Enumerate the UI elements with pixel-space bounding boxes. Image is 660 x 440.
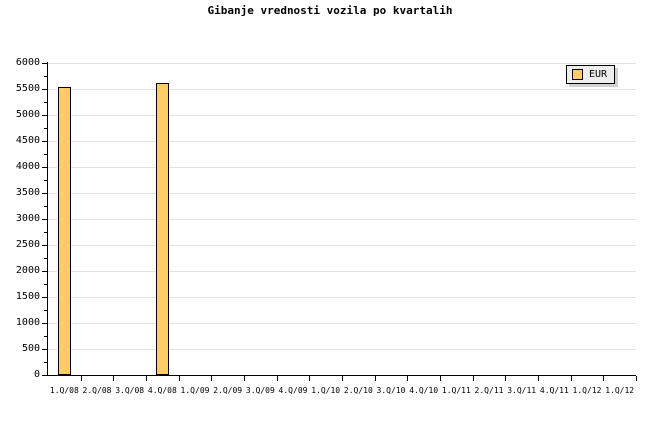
gridline [48, 193, 636, 194]
x-axis-tick [277, 376, 278, 381]
x-axis-tick [179, 376, 180, 381]
x-axis-tick-label: 1.Q/12 [572, 386, 602, 395]
y-axis-minor-tick [44, 180, 48, 181]
x-axis-tick-label: 4.Q/11 [539, 386, 569, 395]
y-axis-minor-tick [44, 128, 48, 129]
y-axis-tick [42, 375, 48, 376]
y-axis-tick [42, 349, 48, 350]
x-axis-tick [473, 376, 474, 381]
x-axis-tick-label: 4.Q/10 [409, 386, 439, 395]
y-axis-tick [42, 245, 48, 246]
gridline [48, 297, 636, 298]
x-axis-tick-label: 3.Q/08 [115, 386, 145, 395]
y-axis-tick-label: 3000 [15, 213, 40, 224]
y-axis-tick-label: 0 [33, 369, 40, 380]
y-axis-tick [42, 297, 48, 298]
y-axis-tick-label: 6000 [15, 57, 40, 68]
y-axis-minor-tick [44, 232, 48, 233]
y-axis-tick [42, 271, 48, 272]
x-axis-tick-label: 1.Q/12 [605, 386, 635, 395]
x-axis-tick [571, 376, 572, 381]
y-axis-tick-label: 4000 [15, 161, 40, 172]
y-axis-tick-label: 5500 [15, 83, 40, 94]
x-axis-tick [538, 376, 539, 381]
x-axis-tick-label: 1.Q/09 [180, 386, 210, 395]
y-axis-minor-tick [44, 102, 48, 103]
y-axis-tick-label: 1000 [15, 317, 40, 328]
x-axis-tick-label: 4.Q/08 [147, 386, 177, 395]
y-axis-labels: 0 500 1000 1500 2000 2500 3000 3500 4000 4500 5000… [0, 0, 40, 440]
chart-title: Gibanje vrednosti vozila po kvartalih [207, 4, 453, 17]
x-axis-tick-label: 3.Q/10 [376, 386, 406, 395]
y-axis-tick-label: 1500 [15, 291, 40, 302]
y-axis-tick-label: 2500 [15, 239, 40, 250]
x-axis-tick-label: 2.Q/08 [82, 386, 112, 395]
y-axis-tick [42, 167, 48, 168]
x-axis-tick [375, 376, 376, 381]
y-axis-tick-label: 4500 [15, 135, 40, 146]
x-axis-tick [244, 376, 245, 381]
gridline [48, 219, 636, 220]
x-axis-tick-label: 4.Q/09 [278, 386, 308, 395]
x-axis-tick-label: 3.Q/11 [507, 386, 537, 395]
y-axis-tick-label: 500 [21, 343, 40, 354]
legend-swatch-eur [572, 69, 583, 80]
bar[interactable] [58, 87, 71, 375]
y-axis-minor-tick [44, 310, 48, 311]
x-axis-tick [309, 376, 310, 381]
gridline [48, 349, 636, 350]
y-axis-tick [42, 115, 48, 116]
gridline [48, 167, 636, 168]
y-axis-tick-label: 3500 [15, 187, 40, 198]
x-axis-tick [113, 376, 114, 381]
x-axis-tick [407, 376, 408, 381]
gridline [48, 63, 636, 64]
y-axis-minor-tick [44, 258, 48, 259]
x-axis-tick [146, 376, 147, 381]
x-axis-tick-label: 2.Q/11 [474, 386, 504, 395]
y-axis-tick [42, 323, 48, 324]
x-axis-tick [211, 376, 212, 381]
gridline [48, 245, 636, 246]
y-axis-minor-tick [44, 206, 48, 207]
y-axis-tick [42, 63, 48, 64]
y-axis-minor-tick [44, 336, 48, 337]
chart-legend[interactable]: EUR [566, 65, 616, 84]
y-axis-tick [42, 219, 48, 220]
gridline [48, 141, 636, 142]
x-axis-tick-label: 1.Q/11 [441, 386, 471, 395]
x-axis-tick [342, 376, 343, 381]
y-axis-minor-tick [44, 284, 48, 285]
y-axis-tick-label: 2000 [15, 265, 40, 276]
x-axis-tick-label: 1.Q/08 [49, 386, 79, 395]
x-axis-tick [81, 376, 82, 381]
y-axis-tick [42, 141, 48, 142]
y-axis-minor-tick [44, 154, 48, 155]
x-axis-tick [636, 376, 637, 381]
y-axis-tick [42, 89, 48, 90]
x-axis-tick [440, 376, 441, 381]
x-axis-tick [505, 376, 506, 381]
plot-area [48, 63, 636, 375]
y-axis-minor-tick [44, 76, 48, 77]
legend-label-eur: EUR [589, 69, 608, 80]
bar[interactable] [156, 83, 169, 375]
gridline [48, 89, 636, 90]
x-axis-line [47, 375, 636, 376]
x-axis-tick [603, 376, 604, 381]
y-axis-tick-label: 5000 [15, 109, 40, 120]
x-axis-tick-label: 2.Q/09 [213, 386, 243, 395]
x-axis-tick-label: 1.Q/10 [311, 386, 341, 395]
gridline [48, 323, 636, 324]
y-axis-tick [42, 193, 48, 194]
gridline [48, 271, 636, 272]
x-axis-tick-label: 3.Q/09 [245, 386, 275, 395]
gridline [48, 115, 636, 116]
x-axis-tick-label: 2.Q/10 [343, 386, 373, 395]
y-axis-minor-tick [44, 362, 48, 363]
